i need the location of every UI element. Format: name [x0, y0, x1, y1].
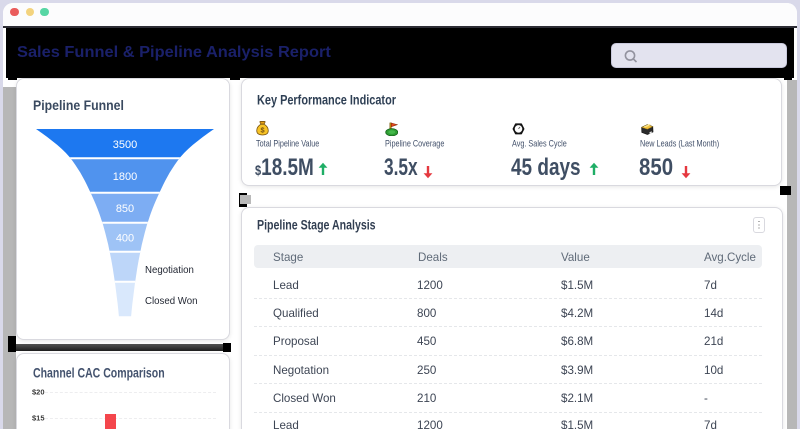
svg-text:$: $: [261, 126, 265, 135]
svg-text:400: 400: [116, 232, 134, 244]
svg-text:1800: 1800: [113, 171, 137, 183]
svg-text:850: 850: [116, 203, 134, 215]
svg-text:3500: 3500: [113, 139, 137, 151]
